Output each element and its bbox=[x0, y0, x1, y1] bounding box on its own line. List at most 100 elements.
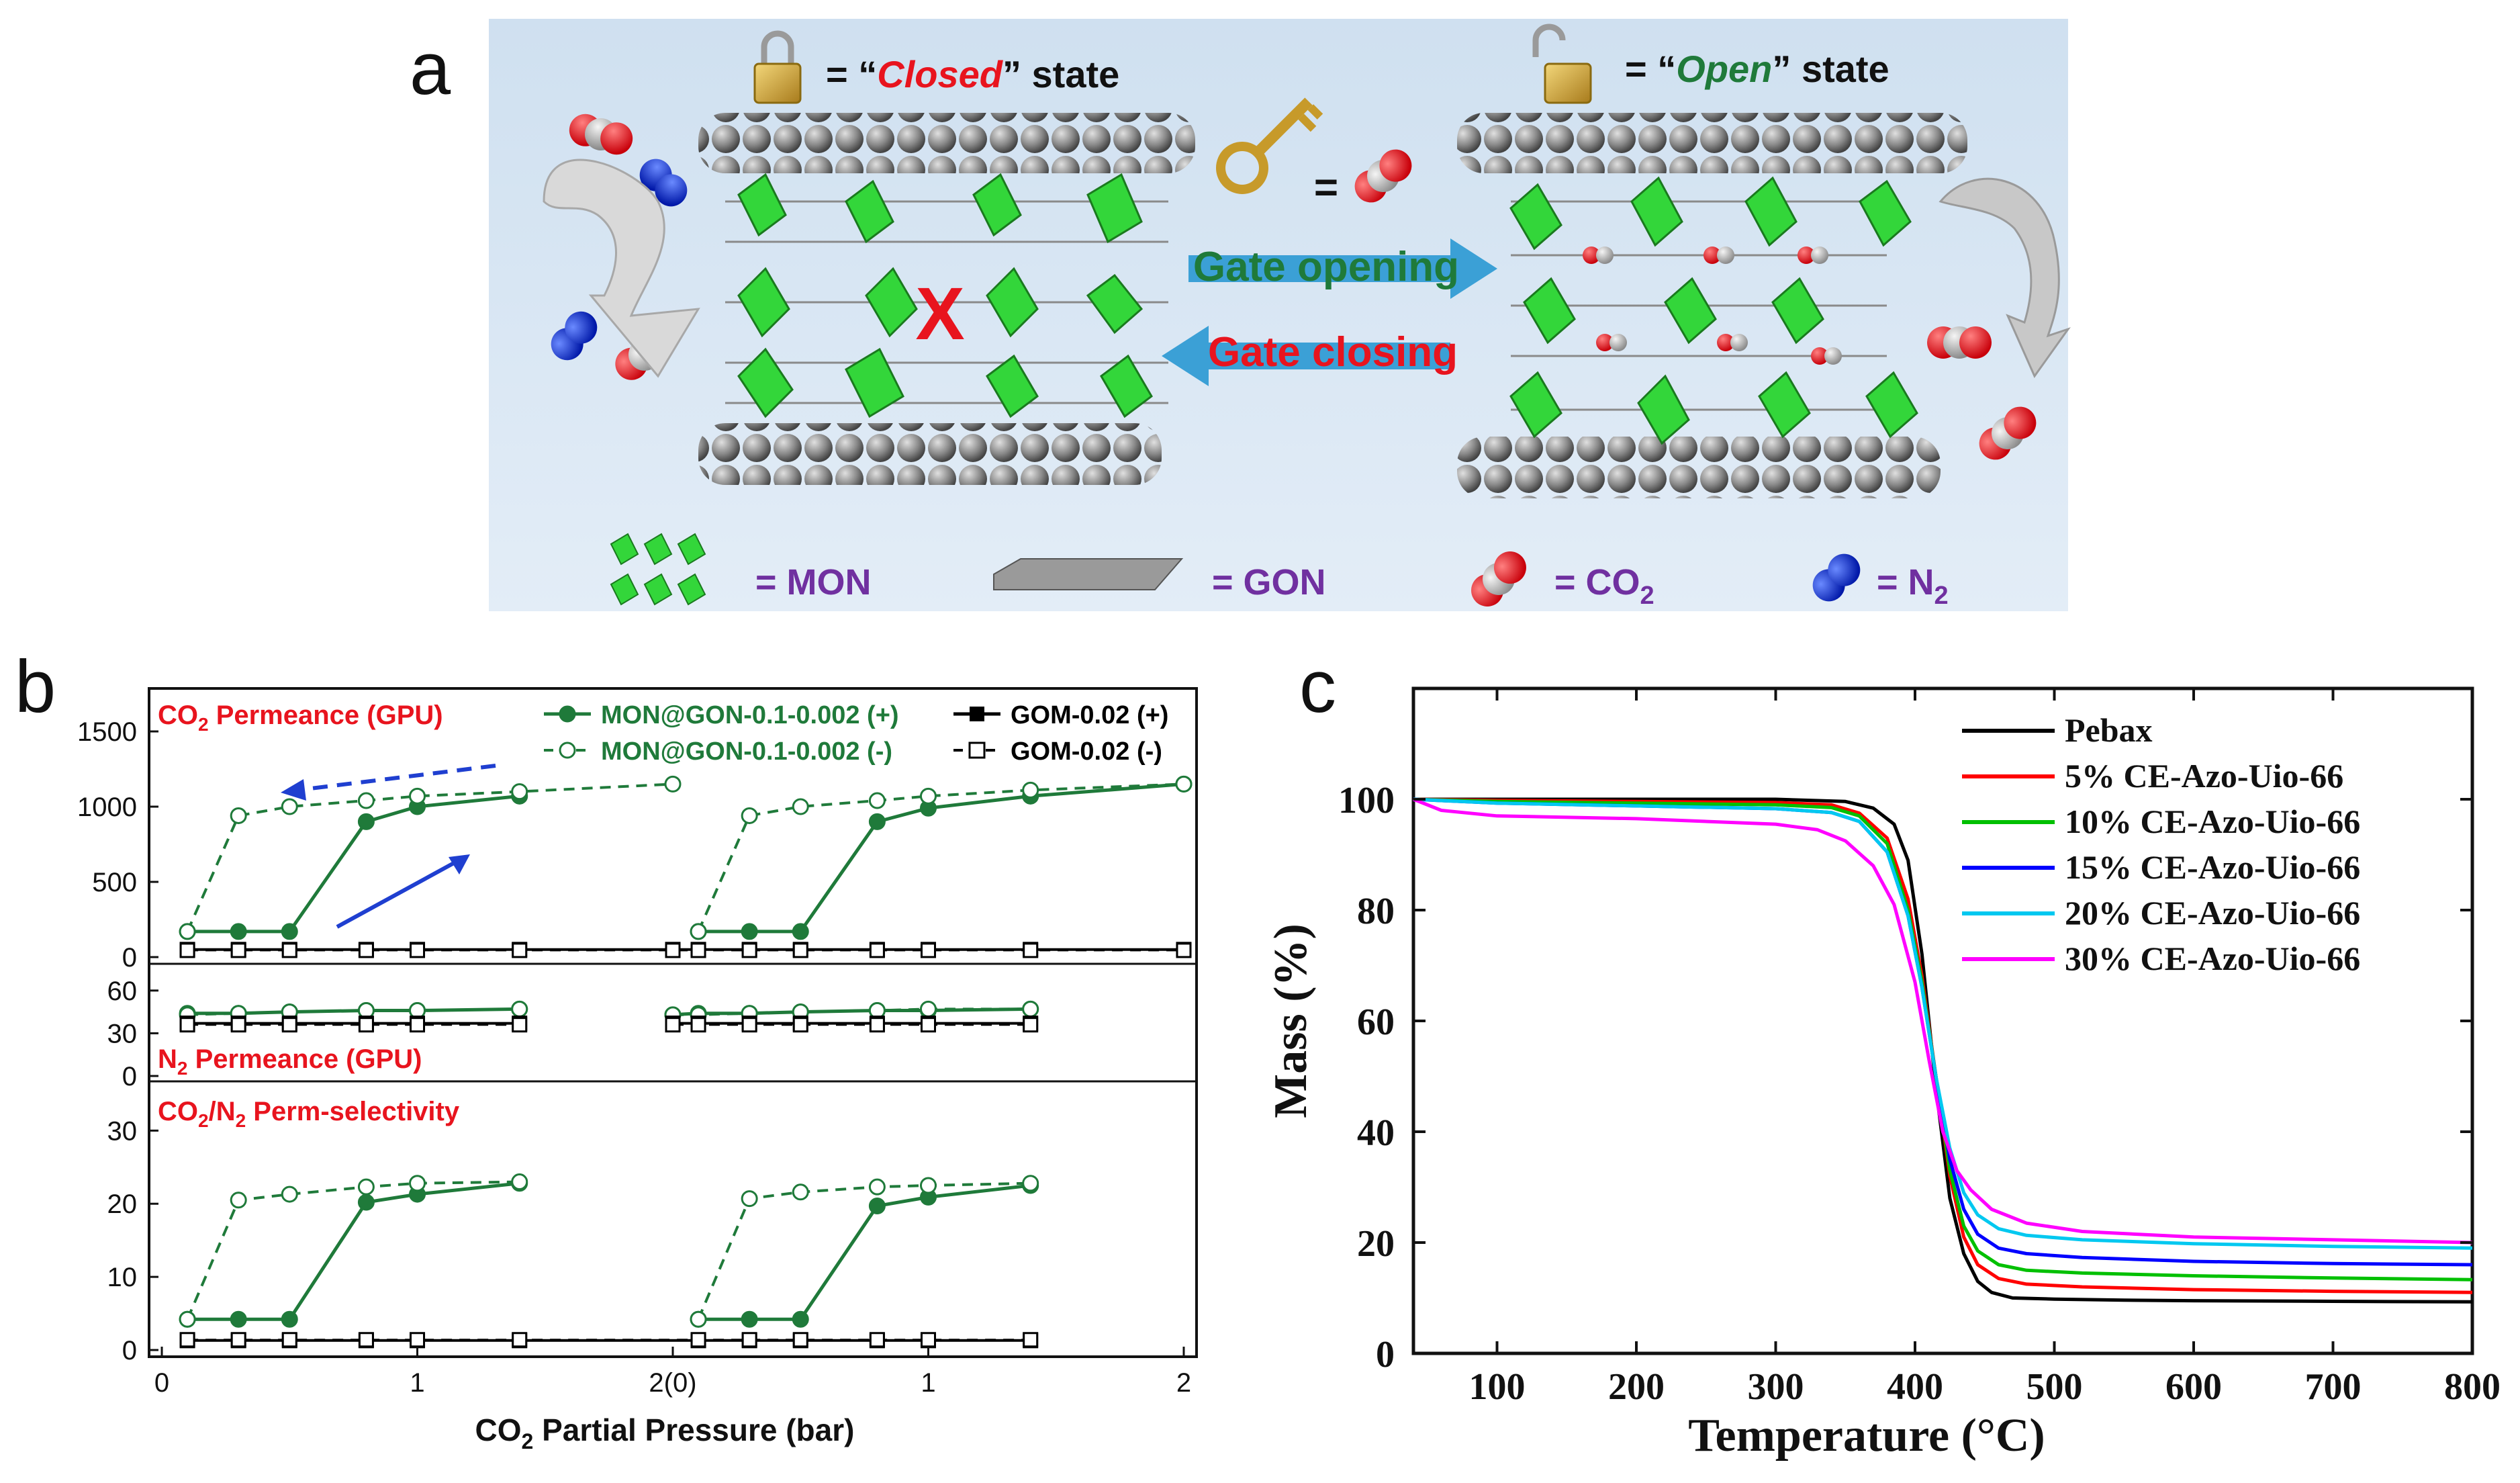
data-point-sel-mon_minus bbox=[357, 1178, 375, 1196]
outflow-curved-arrow bbox=[1939, 177, 2071, 379]
ytick-label-sel: 0 bbox=[122, 1336, 137, 1365]
data-point-sel-mon_minus bbox=[868, 1178, 886, 1196]
increasing-direction-arrow bbox=[336, 858, 461, 929]
ytick-label-sel: 30 bbox=[107, 1116, 138, 1146]
data-point-co2-mon_plus bbox=[281, 923, 298, 940]
gate-closing-arrow bbox=[1162, 326, 1450, 386]
data-point-sel-gom_minus bbox=[179, 1332, 195, 1348]
legend-marker-mon-plus bbox=[559, 705, 576, 723]
ytick-label-n2: 60 bbox=[107, 977, 138, 1006]
ytick-label-n2: 0 bbox=[122, 1062, 137, 1091]
data-point-sel-mon_minus bbox=[230, 1192, 247, 1209]
legend-gom-plus-label: GOM-0.02 (+) bbox=[1011, 701, 1168, 729]
data-point-sel-mon_plus bbox=[741, 1310, 758, 1328]
data-point-co2-gom_minus bbox=[281, 942, 297, 958]
ytick-label-c: 0 bbox=[1376, 1334, 1395, 1376]
figure-label-c: c bbox=[1299, 645, 1336, 728]
data-point-co2-gom_minus bbox=[410, 942, 426, 958]
data-point-sel-gom_minus bbox=[281, 1332, 297, 1348]
data-point-n2-gom_minus bbox=[1023, 1017, 1039, 1033]
series-line-co2-mon_plus-2 bbox=[698, 782, 1184, 934]
legend-co2-text: = CO bbox=[1554, 562, 1640, 602]
legend-label-c-5: 30% CE-Azo-Uio-66 bbox=[2065, 940, 2360, 977]
data-point-co2-mon_plus bbox=[868, 813, 886, 830]
data-point-sel-mon_minus bbox=[511, 1173, 528, 1191]
data-point-co2-mon_minus bbox=[1022, 781, 1039, 799]
key-icon bbox=[1216, 97, 1323, 194]
gon-layer-bottom-left bbox=[698, 423, 1162, 485]
data-point-n2-gom_minus bbox=[410, 1017, 426, 1033]
legend-marker-gom-plus bbox=[970, 707, 984, 721]
xtick-label-b: 2(0) bbox=[649, 1368, 696, 1398]
data-point-co2-gom_minus bbox=[665, 942, 681, 958]
series-line-sel-mon_plus-2 bbox=[698, 1183, 1031, 1321]
closed-framework: X bbox=[698, 113, 1195, 485]
legend-label-c-2: 10% CE-Azo-Uio-66 bbox=[2065, 803, 2360, 840]
data-point-sel-gom_minus bbox=[690, 1332, 706, 1348]
decreasing-direction-arrow bbox=[288, 764, 496, 793]
data-point-sel-gom_minus bbox=[741, 1332, 757, 1348]
xtick-label-b: 2 bbox=[1176, 1368, 1191, 1398]
xlabel-b-post: Partial Pressure (bar) bbox=[533, 1412, 854, 1447]
xtick-label-b: 1 bbox=[921, 1368, 935, 1398]
co2-perm-pre: CO bbox=[158, 701, 198, 730]
data-point-sel-mon_plus bbox=[792, 1310, 809, 1328]
data-point-co2-gom_minus bbox=[741, 942, 757, 958]
gon-legend-icon bbox=[993, 558, 1184, 590]
ytick-label-sel: 20 bbox=[107, 1189, 138, 1219]
open-framework bbox=[1457, 113, 1967, 498]
legend-label-c-4: 20% CE-Azo-Uio-66 bbox=[2065, 894, 2360, 932]
data-point-n2-mon_minus bbox=[511, 1000, 528, 1018]
legend-n2-sub: 2 bbox=[1934, 582, 1949, 610]
inflow-curved-arrow bbox=[543, 159, 700, 378]
xtick-label-c: 200 bbox=[1608, 1366, 1665, 1408]
co2-perm-post: Permeance (GPU) bbox=[209, 701, 443, 730]
data-point-sel-mon_minus bbox=[690, 1310, 707, 1328]
data-point-co2-mon_plus bbox=[792, 923, 809, 940]
xlabel-b-pre: CO bbox=[475, 1412, 522, 1447]
sel-sub: 2 bbox=[198, 1110, 209, 1131]
ytick-label-c: 20 bbox=[1357, 1223, 1395, 1265]
data-point-co2-mon_plus bbox=[741, 923, 758, 940]
closed-word: Closed bbox=[877, 53, 1003, 95]
tga-curve-4 bbox=[1413, 797, 2473, 1250]
legend-gon-label: = GON bbox=[1212, 562, 1326, 602]
data-point-co2-mon_minus bbox=[511, 783, 528, 801]
increasing-arrow-head bbox=[449, 854, 470, 874]
co2-permeance-label: CO2 Permeance (GPU) bbox=[158, 701, 443, 735]
data-point-co2-gom_minus bbox=[690, 942, 706, 958]
series-line-n2-mon_minus-1 bbox=[187, 1007, 520, 1016]
data-point-co2-gom_minus bbox=[179, 942, 195, 958]
data-point-sel-mon_minus bbox=[281, 1185, 298, 1203]
tga-curve-5 bbox=[1413, 797, 2473, 1245]
gate-opening-arrow bbox=[1188, 238, 1497, 299]
panel-a-background bbox=[489, 19, 2068, 611]
chart-b-marks bbox=[179, 775, 1193, 1349]
legend-n2-label: = N2 bbox=[1877, 562, 1949, 610]
series-line-sel-mon_plus-0 bbox=[187, 1181, 520, 1321]
data-point-n2-gom_minus bbox=[690, 1017, 706, 1033]
blocked-x-mark: X bbox=[915, 273, 964, 355]
data-point-sel-mon_minus bbox=[409, 1175, 426, 1192]
data-point-sel-gom_minus bbox=[230, 1332, 246, 1348]
tga-curve-0 bbox=[1413, 797, 2473, 1304]
ytick-label-c: 100 bbox=[1338, 780, 1395, 821]
data-point-co2-gom_minus bbox=[920, 942, 936, 958]
ytick-label-co2: 1000 bbox=[77, 793, 137, 822]
open-suffix: ” state bbox=[1772, 48, 1889, 90]
data-point-sel-gom_minus bbox=[410, 1332, 426, 1348]
selectivity-label: CO2/N2 Perm-selectivity bbox=[158, 1097, 460, 1131]
data-point-co2-gom_minus bbox=[512, 942, 528, 958]
data-point-sel-gom_minus bbox=[1023, 1332, 1039, 1348]
sel-pre: CO bbox=[158, 1097, 198, 1126]
legend-mon-minus-label: MON@GON-0.1-0.002 (-) bbox=[601, 737, 892, 766]
data-point-co2-mon_minus bbox=[281, 798, 298, 815]
data-point-co2-mon_minus bbox=[1175, 775, 1193, 793]
closed-prefix: = “ bbox=[826, 53, 877, 95]
legend-co2-sub: 2 bbox=[1640, 582, 1654, 610]
data-point-co2-mon_minus bbox=[179, 923, 196, 940]
legend-gom-minus-label: GOM-0.02 (-) bbox=[1011, 737, 1162, 766]
panel-a-schematic: X bbox=[489, 19, 2071, 611]
